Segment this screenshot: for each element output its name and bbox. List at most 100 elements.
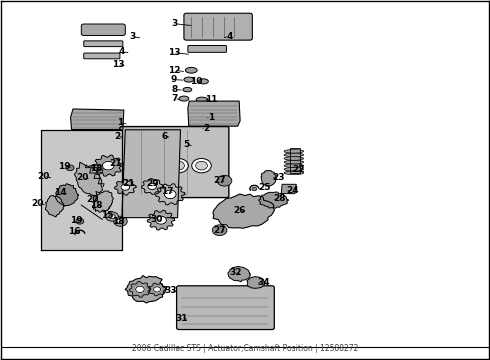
FancyBboxPatch shape xyxy=(73,130,127,133)
Text: 20: 20 xyxy=(31,199,44,208)
Polygon shape xyxy=(74,162,102,198)
Polygon shape xyxy=(147,210,174,230)
Circle shape xyxy=(66,165,74,171)
Text: 12: 12 xyxy=(168,66,180,75)
Text: 27: 27 xyxy=(213,226,226,235)
Polygon shape xyxy=(125,275,167,303)
Ellipse shape xyxy=(183,87,192,92)
Text: 21: 21 xyxy=(109,159,122,168)
Text: 25: 25 xyxy=(258,183,271,192)
Text: 16: 16 xyxy=(68,228,80,237)
Ellipse shape xyxy=(284,149,304,153)
Polygon shape xyxy=(55,184,78,206)
Polygon shape xyxy=(148,283,166,296)
Text: 9: 9 xyxy=(171,75,177,84)
Circle shape xyxy=(155,216,167,224)
Text: 26: 26 xyxy=(233,206,245,215)
Text: 4: 4 xyxy=(226,32,233,41)
Circle shape xyxy=(164,190,176,199)
Circle shape xyxy=(114,216,127,226)
Polygon shape xyxy=(247,276,265,288)
Circle shape xyxy=(136,286,144,293)
Circle shape xyxy=(188,142,196,148)
Text: 27: 27 xyxy=(213,176,226,185)
Circle shape xyxy=(148,183,156,190)
Text: 29: 29 xyxy=(146,179,158,188)
Circle shape xyxy=(109,215,115,219)
Text: 34: 34 xyxy=(257,278,270,287)
Ellipse shape xyxy=(284,160,304,164)
Polygon shape xyxy=(122,130,180,218)
Text: 4: 4 xyxy=(119,47,125,56)
Circle shape xyxy=(123,158,143,173)
Polygon shape xyxy=(261,171,276,186)
Circle shape xyxy=(146,158,165,173)
Text: 18: 18 xyxy=(90,201,102,210)
Text: 1: 1 xyxy=(208,113,214,122)
Circle shape xyxy=(93,167,99,172)
Polygon shape xyxy=(94,155,123,176)
FancyBboxPatch shape xyxy=(84,53,120,59)
Text: 32: 32 xyxy=(229,268,242,277)
Circle shape xyxy=(172,161,184,170)
Text: 6: 6 xyxy=(161,132,168,141)
Circle shape xyxy=(106,212,119,221)
Polygon shape xyxy=(41,130,122,250)
Text: 20: 20 xyxy=(76,174,89,183)
Text: 5: 5 xyxy=(183,140,190,149)
Circle shape xyxy=(102,161,114,170)
Text: 15: 15 xyxy=(101,211,114,220)
Ellipse shape xyxy=(196,97,208,102)
Text: 1: 1 xyxy=(117,118,123,127)
FancyBboxPatch shape xyxy=(165,130,174,139)
Circle shape xyxy=(97,201,110,211)
Ellipse shape xyxy=(284,164,304,167)
Text: 19: 19 xyxy=(58,162,71,171)
FancyBboxPatch shape xyxy=(188,45,226,52)
Text: 18: 18 xyxy=(112,217,124,226)
Text: 14: 14 xyxy=(54,188,67,197)
Ellipse shape xyxy=(284,171,304,175)
Circle shape xyxy=(153,287,161,292)
Text: 3: 3 xyxy=(171,19,177,28)
Polygon shape xyxy=(142,179,163,194)
Polygon shape xyxy=(115,179,136,195)
Text: 20: 20 xyxy=(86,195,99,204)
Circle shape xyxy=(192,158,211,173)
Text: 10: 10 xyxy=(190,77,202,86)
Text: 13: 13 xyxy=(168,48,180,57)
Ellipse shape xyxy=(284,167,304,171)
Circle shape xyxy=(252,187,257,191)
Circle shape xyxy=(100,203,107,208)
Circle shape xyxy=(217,175,232,186)
Text: 31: 31 xyxy=(175,314,188,323)
FancyBboxPatch shape xyxy=(176,286,274,329)
Ellipse shape xyxy=(184,77,194,82)
Text: 28: 28 xyxy=(273,194,286,203)
Polygon shape xyxy=(46,195,64,217)
Circle shape xyxy=(212,225,227,235)
Text: 21: 21 xyxy=(122,179,135,188)
Text: 17: 17 xyxy=(162,187,174,196)
Polygon shape xyxy=(228,266,250,282)
Ellipse shape xyxy=(198,79,208,84)
Text: 30: 30 xyxy=(150,215,162,224)
Ellipse shape xyxy=(284,157,304,160)
Polygon shape xyxy=(188,101,240,126)
Circle shape xyxy=(169,158,188,173)
FancyBboxPatch shape xyxy=(184,13,252,40)
Circle shape xyxy=(121,184,129,190)
Text: 13: 13 xyxy=(112,60,124,69)
Text: 22: 22 xyxy=(293,166,305,175)
Text: 2: 2 xyxy=(203,123,209,132)
Polygon shape xyxy=(93,191,113,212)
Text: 2006 Cadillac STS | Actuator,Camshaft Position | 12588272: 2006 Cadillac STS | Actuator,Camshaft Po… xyxy=(132,344,358,353)
FancyBboxPatch shape xyxy=(84,41,123,46)
Text: 7: 7 xyxy=(171,94,177,103)
FancyBboxPatch shape xyxy=(81,24,125,36)
Text: 24: 24 xyxy=(287,185,299,194)
FancyBboxPatch shape xyxy=(126,127,193,132)
Polygon shape xyxy=(156,184,185,205)
Circle shape xyxy=(150,161,161,170)
Polygon shape xyxy=(129,282,151,297)
